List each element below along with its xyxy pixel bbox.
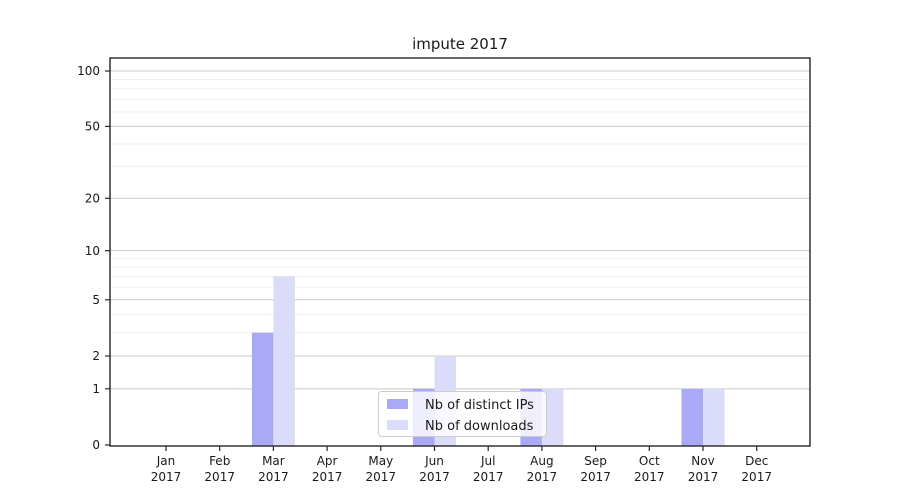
- chart-title: impute 2017: [412, 35, 508, 53]
- y-axis: 0 1 2 5 10 20 50 100: [77, 64, 110, 452]
- y-tick-label: 100: [77, 64, 100, 78]
- y-tick-label: 50: [85, 120, 100, 134]
- x-tick-label-month: Mar: [262, 454, 285, 468]
- x-tick-label-month: Jan: [156, 454, 176, 468]
- x-tick-label-month: Apr: [317, 454, 338, 468]
- y-tick-label: 1: [92, 382, 100, 396]
- x-tick-label-month: Dec: [745, 454, 768, 468]
- x-tick-label-year: 2017: [419, 470, 450, 484]
- x-tick-label-month: Feb: [209, 454, 230, 468]
- y-tick-label: 0: [92, 438, 100, 452]
- legend-box: [378, 391, 547, 437]
- y-tick-label: 5: [92, 293, 100, 307]
- bar-distinct-ips: [251, 332, 274, 446]
- x-axis: Jan 2017 Feb 2017 Mar 2017 Apr 2017 May 2017 Jun 20…: [151, 446, 772, 484]
- x-tick-label-month: Jul: [480, 454, 495, 468]
- x-tick-label-month: Jun: [424, 454, 444, 468]
- x-tick-label-year: 2017: [688, 470, 719, 484]
- gridlines-layer: [110, 70, 810, 390]
- x-tick-label-month: May: [368, 454, 393, 468]
- y-tick-label: 20: [85, 191, 100, 205]
- bar-downloads: [273, 276, 295, 446]
- x-tick-label-year: 2017: [258, 470, 289, 484]
- x-tick-label-year: 2017: [204, 470, 235, 484]
- legend-swatch-downloads: [387, 420, 408, 430]
- bar-distinct-ips: [681, 388, 703, 446]
- x-tick-label-year: 2017: [151, 470, 182, 484]
- x-tick-label-year: 2017: [634, 470, 665, 484]
- plot-border: [109, 57, 811, 447]
- x-tick-label-year: 2017: [580, 470, 611, 484]
- y-tick-label: 2: [92, 349, 100, 363]
- x-tick-label-month: Nov: [691, 454, 714, 468]
- x-tick-label-year: 2017: [527, 470, 558, 484]
- x-tick-label-month: Sep: [584, 454, 607, 468]
- legend: Nb of distinct IPs Nb of downloads: [378, 391, 547, 437]
- x-tick-label-month: Aug: [530, 454, 553, 468]
- x-tick-label-year: 2017: [366, 470, 397, 484]
- x-tick-label-month: Oct: [639, 454, 660, 468]
- legend-swatch-distinct-ips: [387, 399, 408, 409]
- x-tick-label-year: 2017: [312, 470, 343, 484]
- x-tick-label-year: 2017: [473, 470, 504, 484]
- legend-label: Nb of downloads: [425, 419, 534, 434]
- bar-downloads: [541, 388, 564, 446]
- legend-label: Nb of distinct IPs: [425, 398, 534, 413]
- bar-downloads: [703, 388, 725, 446]
- y-tick-label: 10: [85, 244, 100, 258]
- x-tick-label-year: 2017: [741, 470, 772, 484]
